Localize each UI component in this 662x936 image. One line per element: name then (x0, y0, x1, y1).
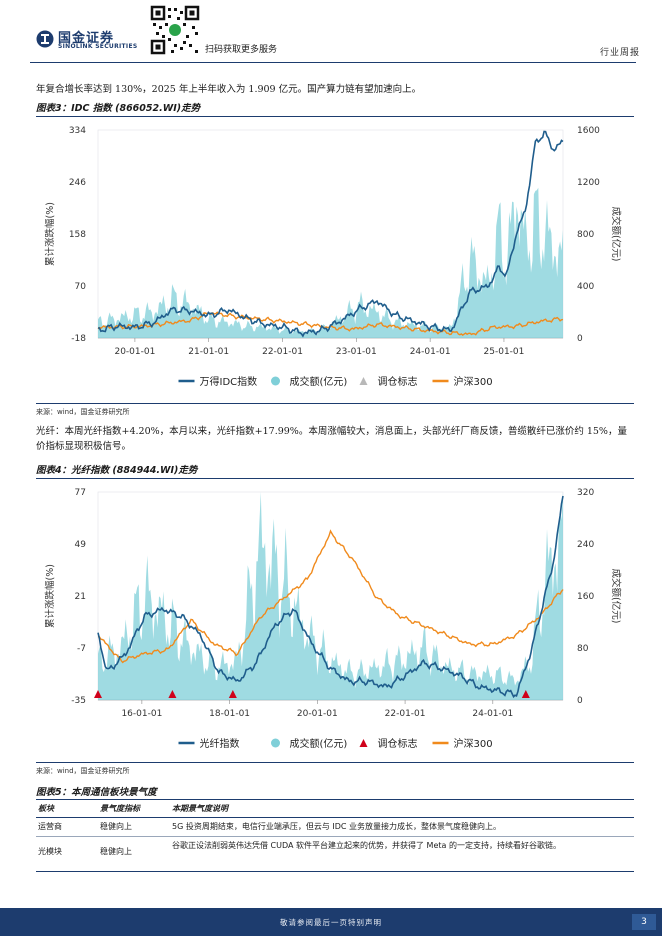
logo-chinese-name: 国金证券 (58, 31, 115, 46)
table-row-divider (36, 836, 634, 837)
fig3-legend-swatch-marker (359, 377, 368, 385)
row1-indicator: 稳健向上 (100, 822, 132, 831)
col-sector: 板块 (38, 804, 54, 813)
figure4-source: 来源：wind，国金证券研究所 (36, 767, 130, 775)
fig3-ytick-label: 334 (69, 126, 86, 136)
table-header-rule (36, 817, 634, 818)
fig4-ytick-label: 49 (75, 540, 87, 550)
fig3-ytick-label: 246 (69, 178, 86, 188)
qr-code-icon[interactable] (150, 5, 200, 55)
table-top-rule (36, 799, 634, 801)
fig3-legend-label: 调仓标志 (378, 375, 418, 388)
figure3-chart: 334 246 158 70 -18 1600 1200 800 400 0 累计涨跌幅(%) 成交额… (44, 126, 622, 388)
figure4-title: 图表4：光纤指数 (884944.WI)走势 (36, 465, 198, 476)
fig4-legend-swatch-marker (359, 739, 368, 747)
fig4-legend-label: 沪深300 (454, 737, 493, 750)
fig4-y2tick-label: 320 (577, 488, 594, 498)
row2-description: 谷歌正设法削弱英伟达凭借 CUDA 软件平台建立起来的优势，并获得了 Meta … (172, 841, 561, 850)
fig4-ytick-label: -7 (77, 644, 86, 654)
fig3-xtick-label: 23-01-01 (336, 347, 377, 357)
fig4-y2tick-label: 240 (577, 540, 594, 550)
fig4-xtick-label: 16-01-01 (121, 709, 162, 719)
fig3-y2tick-label: 800 (577, 230, 594, 240)
fig3-y2label: 成交额(亿元) (610, 207, 622, 262)
fig3-xtick-label: 22-01-01 (262, 347, 303, 357)
fig3-legend-label: 万得IDC指数 (200, 375, 258, 388)
fig3-y2tick-label: 1200 (577, 178, 600, 188)
fig4-xtick-label: 18-01-01 (209, 709, 250, 719)
page-footer: 敬请参阅最后一页特别声明 3 (0, 908, 662, 936)
fig3-y2tick-label: 400 (577, 282, 594, 292)
header-divider (30, 62, 636, 63)
fig4-y2label: 成交额(亿元) (610, 569, 622, 624)
table-header-row: 板块 景气度指标 本期景气度说明 (36, 802, 634, 816)
intro-paragraph: 年复合增长率达到 130%，2025 年上半年收入为 1.909 亿元。国产算力… (36, 84, 422, 95)
fig4-rebalance-marker (94, 690, 102, 698)
fig4-ytick-label: 77 (75, 488, 86, 498)
fig3-xtick-label: 25-01-01 (484, 347, 525, 357)
fig3-xtick-label: 24-01-01 (410, 347, 451, 357)
figure3-source: 来源：wind，国金证券研究所 (36, 408, 130, 416)
fig4-rebalance-marker (168, 690, 177, 698)
row1-description: 5G 投资周期结束，电信行业端承压，但云与 IDC 业务放量接力成长，整体景气度… (172, 822, 502, 831)
qr-caption: 扫码获取更多服务 (205, 45, 278, 55)
fig4-xtick-label: 20-01-01 (297, 709, 338, 719)
col-description: 本期景气度说明 (172, 804, 228, 813)
fig3-legend-label: 成交额(亿元) (290, 375, 348, 388)
table-row: 运营商 稳健向上 5G 投资周期结束，电信行业端承压，但云与 IDC 业务放量接… (36, 820, 634, 836)
fig4-legend-swatch-volume (271, 738, 280, 748)
fig4-volume-area (98, 492, 563, 700)
fig4-legend-label: 光纤指数 (200, 737, 240, 750)
fig4-rebalance-marker (521, 690, 530, 698)
fig4-hs300-line (97, 529, 564, 664)
fig3-ytick-label: -18 (71, 334, 86, 344)
fig3-xtick-label: 21-01-01 (188, 347, 229, 357)
figure4-bottom-rule (36, 762, 634, 764)
table-row: 光模块 稳健向上 谷歌正设法削弱英伟达凭借 CUDA 软件平台建立起来的优势，并… (36, 839, 634, 869)
figure3-top-rule (36, 116, 634, 118)
fig4-legend-label: 成交额(亿元) (290, 737, 348, 750)
fig4-ytick-label: -35 (71, 696, 86, 706)
row2-indicator: 稳健向上 (100, 847, 132, 856)
sinolink-logo-icon (36, 30, 54, 48)
fig3-ytick-label: 70 (75, 282, 87, 292)
fig4-y2tick-label: 0 (577, 696, 583, 706)
logo-english-name: SINOLINK SECURITIES (58, 43, 138, 50)
fig3-ylabel: 累计涨跌幅(%) (44, 202, 56, 266)
fig3-y2tick-label: 0 (577, 334, 583, 344)
footer-disclaimer: 敬请参阅最后一页特别声明 (280, 918, 382, 927)
table-bottom-rule (36, 871, 634, 873)
fiber-paragraph: 光纤：本周光纤指数+4.20%，本月以来，光纤指数+17.99%。本周涨幅较大，… (36, 426, 627, 452)
fig3-ytick-label: 158 (69, 230, 86, 240)
fig4-y2tick-label: 80 (577, 644, 589, 654)
row1-sector: 运营商 (38, 822, 62, 831)
fig4-xtick-label: 24-01-01 (472, 709, 513, 719)
fig3-index-line (98, 130, 564, 338)
row2-sector: 光模块 (38, 847, 62, 856)
figure4-chart: 77 49 21 -7 -35 320 240 160 80 0 累计涨跌幅(%) 成交额(亿元) 16… (44, 488, 622, 750)
figure5-title: 图表5：本周通信板块景气度 (36, 787, 157, 798)
fig4-ylabel: 累计涨跌幅(%) (44, 564, 56, 628)
fig3-legend-swatch-volume (271, 376, 280, 386)
fig3-xtick-label: 20-01-01 (114, 347, 155, 357)
page-number: 3 (632, 914, 656, 930)
fig4-xtick-label: 22-01-01 (385, 709, 426, 719)
figure3-title: 图表3：IDC 指数 (866052.WI)走势 (36, 103, 201, 114)
report-type: 行业周报 (599, 48, 640, 58)
fig3-y2tick-label: 1600 (577, 126, 600, 136)
fig4-ytick-label: 21 (75, 592, 86, 602)
figure4-top-rule (36, 478, 634, 480)
fig4-rebalance-marker (228, 690, 237, 698)
col-indicator: 景气度指标 (100, 804, 140, 813)
page-header: 国金证券 SINOLINK SECURITIES 扫码获取更多服务 行业周报 (0, 0, 662, 64)
fig4-legend-label: 调仓标志 (378, 737, 418, 750)
fig4-index-line (97, 495, 564, 699)
fig4-y2tick-label: 160 (577, 592, 594, 602)
figure3-bottom-rule (36, 403, 634, 405)
fig3-legend-label: 沪深300 (454, 375, 493, 388)
